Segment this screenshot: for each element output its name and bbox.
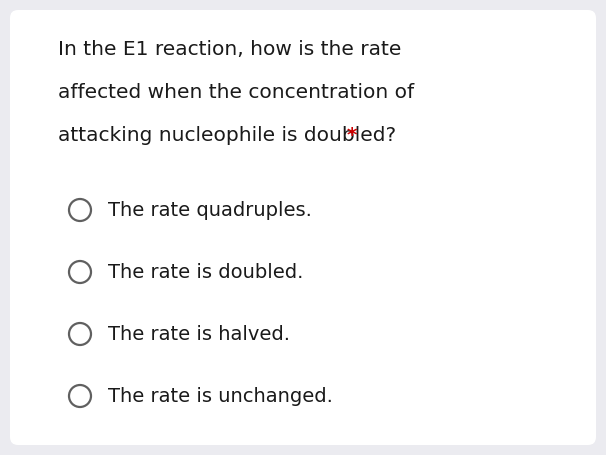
Text: *: * [340,126,358,145]
Text: In the E1 reaction, how is the rate: In the E1 reaction, how is the rate [58,40,401,59]
Text: The rate quadruples.: The rate quadruples. [108,201,312,219]
Text: affected when the concentration of: affected when the concentration of [58,83,414,102]
Text: The rate is doubled.: The rate is doubled. [108,263,304,282]
FancyBboxPatch shape [10,10,596,445]
Text: attacking nucleophile is doubled?: attacking nucleophile is doubled? [58,126,396,145]
Text: The rate is unchanged.: The rate is unchanged. [108,386,333,405]
Text: The rate is halved.: The rate is halved. [108,324,290,344]
